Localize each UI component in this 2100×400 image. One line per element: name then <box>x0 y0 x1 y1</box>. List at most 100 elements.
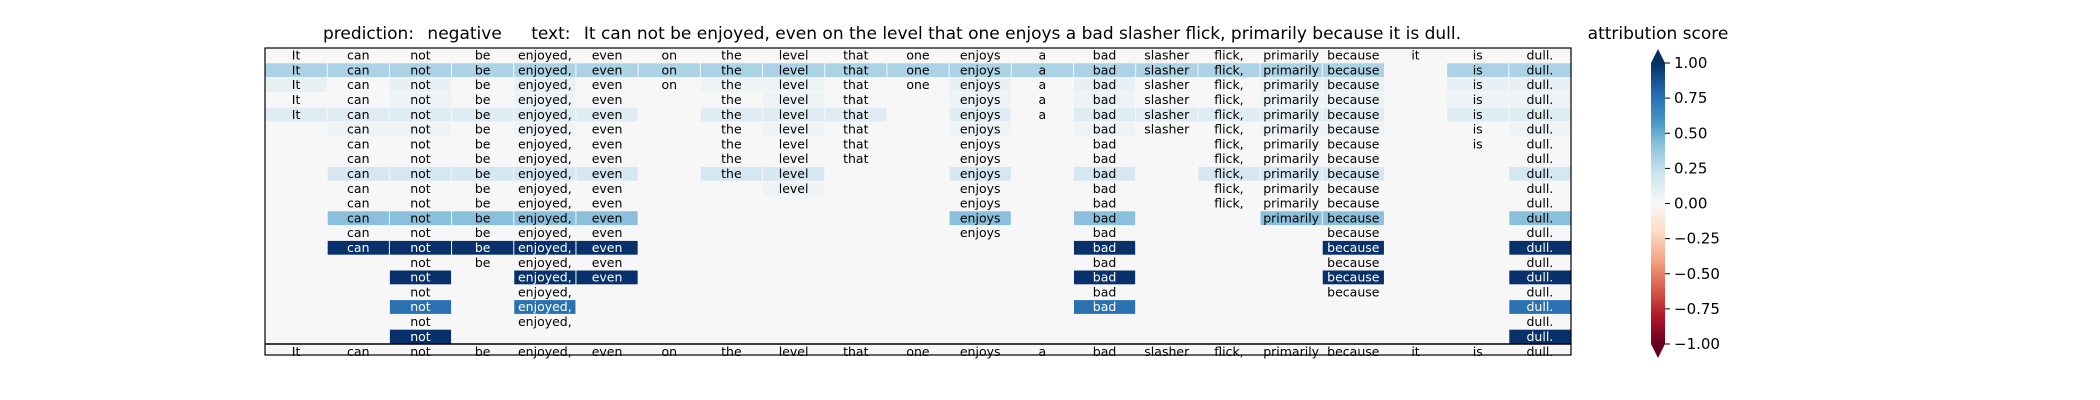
cell-token-label: not <box>410 240 431 255</box>
cell-token-label: dull. <box>1527 270 1554 285</box>
cell-token-label: be <box>475 225 491 240</box>
cell-token-label: dull. <box>1527 210 1554 225</box>
heatmap-cell <box>1447 78 1509 92</box>
reference-token-label: can <box>347 344 369 359</box>
cell-token-label: level <box>779 136 809 151</box>
cell-token-label: dull. <box>1527 329 1554 344</box>
cell-token-label: enjoys <box>960 181 1001 196</box>
heatmap-cell <box>327 211 389 226</box>
cell-token-label: because <box>1327 136 1380 151</box>
cell-token-label: even <box>592 255 623 270</box>
cell-token-label: not <box>410 166 431 181</box>
heatmap-cell <box>452 240 514 255</box>
cell-token-label: be <box>475 181 491 196</box>
cell-token-label: enjoys <box>960 225 1001 240</box>
heatmap-cell <box>949 211 1011 226</box>
heatmap-cell <box>700 107 763 122</box>
cell-token-label: even <box>592 210 623 225</box>
cell-token-label: one <box>906 48 930 63</box>
cell-token-label: bad <box>1093 255 1117 270</box>
heatmap-cell <box>389 63 452 78</box>
cell-token-label: enjoyed, <box>518 151 572 166</box>
cell-token-label: flick, <box>1214 92 1243 107</box>
heatmap-cell <box>514 166 576 181</box>
cell-token-label: level <box>779 181 809 196</box>
cell-token-label: not <box>410 151 431 166</box>
cell-token-label: not <box>410 62 431 77</box>
cell-token-label: flick, <box>1214 48 1243 63</box>
cell-token-label: primarily <box>1263 136 1319 151</box>
cell-token-label: is <box>1473 136 1483 151</box>
cell-token-label: be <box>475 196 491 211</box>
cell-token-label: even <box>592 240 623 255</box>
cell-token-label: the <box>721 92 742 107</box>
cell-token-label: bad <box>1093 181 1117 196</box>
cell-token-label: not <box>410 255 431 270</box>
cell-token-label: bad <box>1093 107 1117 122</box>
heatmap-cell <box>1073 300 1136 314</box>
cell-token-label: that <box>843 151 868 166</box>
colorbar-tick-label: 0.75 <box>1674 89 1707 107</box>
cell-token-label: can <box>347 107 369 122</box>
heatmap-cell <box>1509 122 1571 137</box>
reference-token-label: be <box>475 344 491 359</box>
cell-token-label: enjoys <box>960 77 1001 92</box>
heatmap-cell <box>452 107 514 122</box>
colorbar-gradient <box>1651 63 1665 344</box>
cell-token-label: enjoyed, <box>518 210 572 225</box>
cell-token-label: even <box>592 62 623 77</box>
heatmap-cell <box>1322 166 1384 181</box>
cell-token-label: not <box>410 136 431 151</box>
cell-token-label: primarily <box>1263 196 1319 211</box>
cell-token-label: enjoys <box>960 210 1001 225</box>
text-value: It can not be enjoyed, even on the level… <box>584 24 1461 44</box>
cell-token-label: slasher <box>1144 48 1190 63</box>
heatmap-cell <box>1509 63 1571 78</box>
heatmap-cell <box>700 78 763 92</box>
heatmap-cell <box>1260 122 1322 137</box>
cell-token-label: dull. <box>1527 107 1554 122</box>
heatmap-cell <box>327 107 389 122</box>
cell-token-label: a <box>1039 107 1047 122</box>
heatmap-cell <box>1322 78 1384 92</box>
heatmap-cell <box>389 270 452 285</box>
cell-token-label: can <box>347 136 369 151</box>
heatmap-cell <box>327 240 389 255</box>
cell-token-label: that <box>843 122 868 137</box>
colorbar-tick-label: −1.00 <box>1674 335 1720 353</box>
cell-token-label: a <box>1039 92 1047 107</box>
cell-token-label: is <box>1473 107 1483 122</box>
cell-token-label: enjoys <box>960 62 1001 77</box>
reference-token-label: flick, <box>1214 344 1243 359</box>
cell-token-label: that <box>843 77 868 92</box>
heatmap-cell <box>389 211 452 226</box>
cell-token-label: bad <box>1093 299 1117 314</box>
cell-token-label: even <box>592 136 623 151</box>
cell-token-label: enjoyed, <box>518 284 572 299</box>
cell-token-label: is <box>1473 77 1483 92</box>
cell-token-label: bad <box>1093 92 1117 107</box>
cell-token-label: even <box>592 196 623 211</box>
cell-token-label: can <box>347 48 369 63</box>
cell-token-label: It <box>292 92 301 107</box>
cell-token-label: enjoyed, <box>518 240 572 255</box>
cell-token-label: slasher <box>1144 62 1190 77</box>
cell-token-label: not <box>410 122 431 137</box>
cell-token-label: a <box>1039 48 1047 63</box>
cell-token-label: be <box>475 48 491 63</box>
heatmap-cell <box>1509 107 1571 122</box>
cell-token-label: level <box>779 122 809 137</box>
heatmap-cell <box>389 78 452 92</box>
colorbar-tick-label: 0.25 <box>1674 159 1707 177</box>
heatmap-cell <box>1260 63 1322 78</box>
cell-token-label: be <box>475 62 491 77</box>
cell-token-label: enjoyed, <box>518 181 572 196</box>
reference-token-label: not <box>410 344 431 359</box>
cell-token-label: enjoys <box>960 92 1001 107</box>
heatmap-cell <box>1322 270 1384 285</box>
cell-token-label: level <box>779 62 809 77</box>
heatmap-cell <box>1136 107 1198 122</box>
cell-token-label: enjoys <box>960 166 1001 181</box>
cell-token-label: enjoys <box>960 122 1001 137</box>
cell-token-label: even <box>592 225 623 240</box>
